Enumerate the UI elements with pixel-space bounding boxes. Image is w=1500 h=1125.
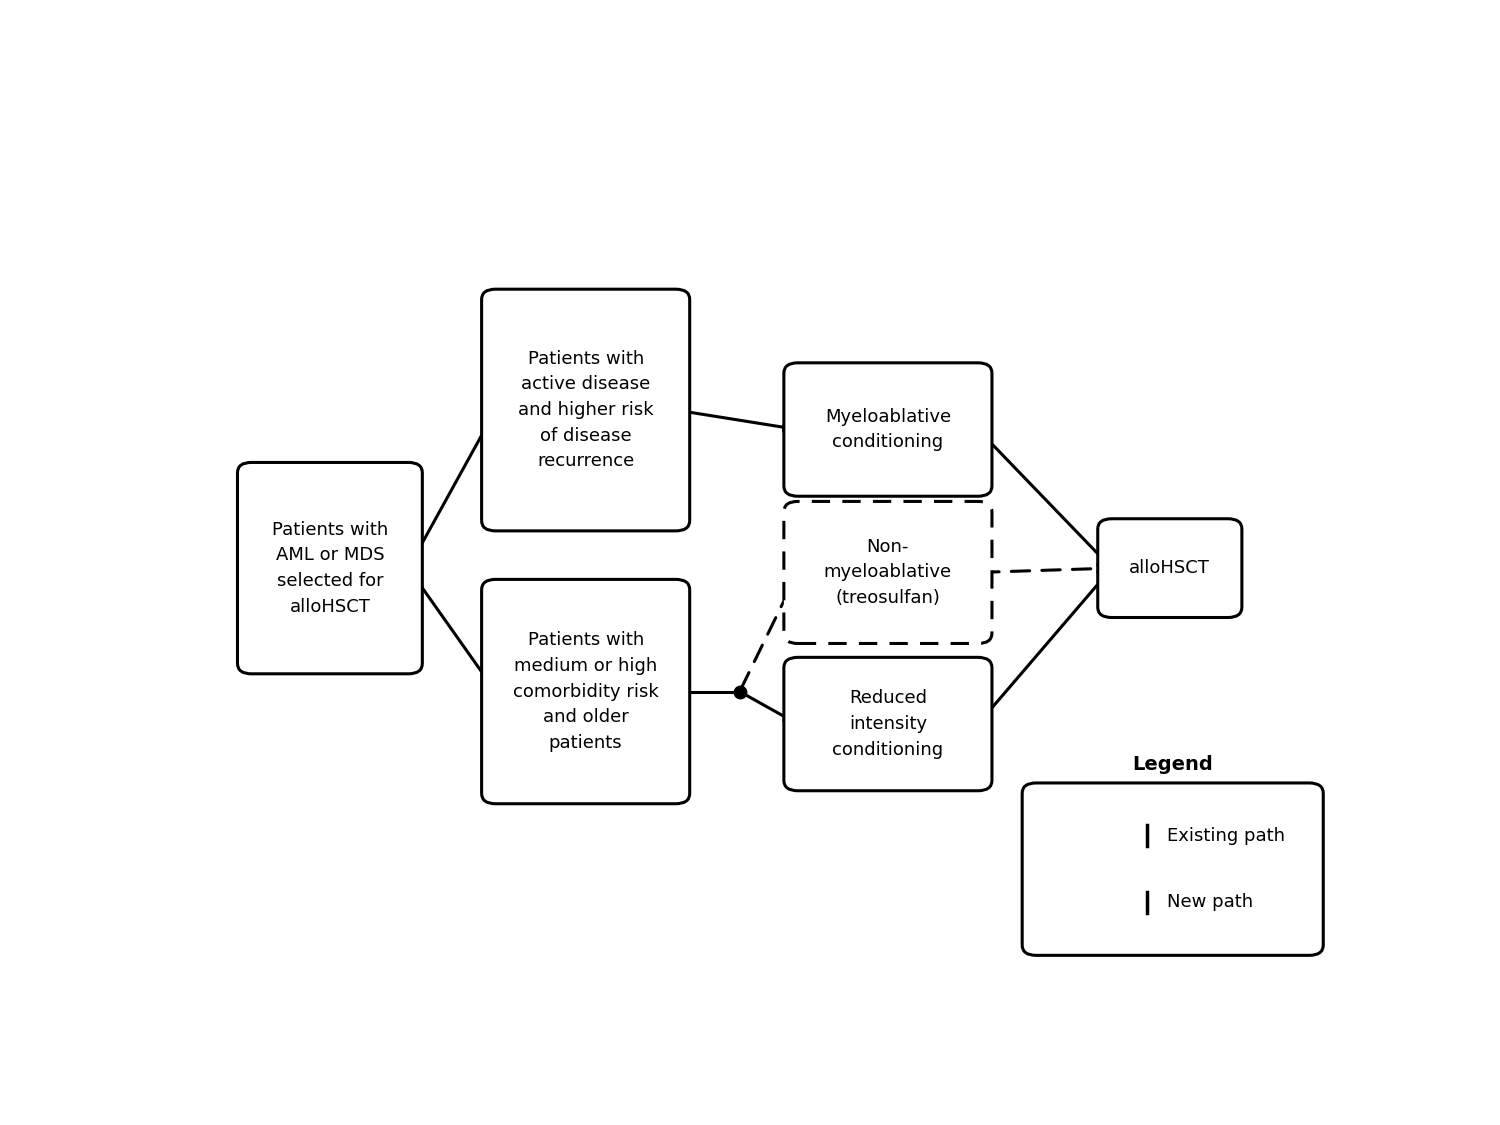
FancyBboxPatch shape — [784, 657, 992, 791]
Text: Patients with
AML or MDS
selected for
alloHSCT: Patients with AML or MDS selected for al… — [272, 521, 388, 615]
Text: Patients with
medium or high
comorbidity risk
and older
patients: Patients with medium or high comorbidity… — [513, 631, 658, 752]
Text: Non-
myeloablative
(treosulfan): Non- myeloablative (treosulfan) — [824, 538, 952, 608]
FancyBboxPatch shape — [1022, 783, 1323, 955]
FancyBboxPatch shape — [784, 363, 992, 496]
Text: alloHSCT: alloHSCT — [1130, 559, 1210, 577]
Text: Patients with
active disease
and higher risk
of disease
recurrence: Patients with active disease and higher … — [518, 350, 654, 470]
Text: Reduced
intensity
conditioning: Reduced intensity conditioning — [833, 690, 944, 758]
FancyBboxPatch shape — [482, 579, 690, 803]
FancyBboxPatch shape — [1098, 519, 1242, 618]
Text: New path: New path — [1167, 893, 1254, 911]
Text: Existing path: Existing path — [1167, 827, 1286, 845]
FancyBboxPatch shape — [482, 289, 690, 531]
Text: Legend: Legend — [1132, 755, 1214, 774]
FancyBboxPatch shape — [237, 462, 423, 674]
FancyBboxPatch shape — [784, 502, 992, 644]
Text: Myeloablative
conditioning: Myeloablative conditioning — [825, 407, 951, 451]
